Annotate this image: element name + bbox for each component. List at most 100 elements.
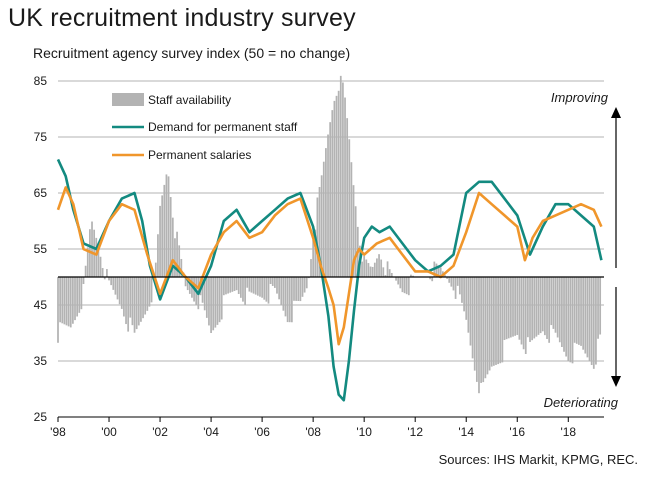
staff-availability-bar [220,277,223,320]
staff-availability-bar [335,95,338,277]
staff-availability-bar [352,185,355,277]
staff-availability-bar [231,277,234,292]
staff-availability-bar [524,277,527,354]
staff-availability-bar [235,277,238,291]
staff-availability-bar [378,254,380,277]
staff-availability-bar [263,277,266,300]
staff-availability-bar [305,277,308,289]
x-tick-label: '00 [101,425,117,439]
staff-availability-bar [157,234,159,277]
staff-availability-bar [229,277,232,293]
staff-availability-bar [133,277,136,333]
staff-availability-bar [390,272,393,277]
staff-availability-bar [176,231,178,277]
staff-availability-bar [331,110,334,278]
staff-availability-bar [248,277,251,292]
staff-availability-bar [178,245,181,277]
staff-availability-bar [471,277,474,359]
staff-availability-bar [448,277,451,283]
staff-availability-bar [114,277,117,295]
staff-availability-bar [137,277,140,326]
staff-availability-bar [550,277,553,326]
staff-availability-bar [276,277,278,294]
source-note: Sources: IHS Markit, KPMG, REC. [438,452,638,467]
staff-availability-bar [578,277,580,345]
y-tick-label: 45 [34,298,48,312]
y-tick-label: 55 [34,242,48,256]
staff-availability-bar [554,277,557,333]
staff-availability-bar [558,277,561,343]
staff-availability-bar [140,277,142,322]
staff-availability-bar [403,277,406,294]
staff-availability-bar [480,277,482,383]
staff-availability-bar [180,258,183,277]
legend-swatch-bar [112,93,144,106]
staff-availability-bar [161,195,164,277]
staff-availability-bar [588,277,591,362]
staff-availability-bar [386,261,389,277]
staff-availability-bar [69,277,72,328]
staff-availability-bar [80,277,83,310]
staff-availability-bar [188,277,191,294]
staff-availability-bar [363,256,366,277]
staff-availability-bar [171,217,174,277]
staff-availability-bar [469,277,472,346]
staff-availability-bar [291,277,293,323]
y-tick-label: 35 [34,354,48,368]
series-lines [56,158,603,402]
staff-availability-bar [222,277,225,296]
staff-availability-bar [242,277,244,302]
staff-availability-bar [214,277,217,328]
staff-availability-bar [320,175,323,277]
staff-availability-bar [159,205,161,277]
staff-availability-bar [354,206,357,277]
staff-availability-bar [329,122,332,277]
legend: Staff availability Demand for permanent s… [112,93,298,162]
x-tick-label: '04 [203,425,219,439]
staff-availability-bar [371,266,374,277]
x-tick-label: '16 [509,425,525,439]
staff-availability-bar [473,277,476,371]
staff-availability-bar [582,277,585,350]
staff-availability-bar [227,277,229,294]
staff-availability-bar [571,277,574,364]
staff-availability-bar [437,265,440,277]
y-tick-label: 65 [34,186,48,200]
staff-availability-bar [110,277,113,286]
staff-availability-bar [539,277,542,334]
staff-availability-bar [65,277,68,326]
staff-availability-bar [597,277,599,339]
staff-availability-bar [218,277,221,323]
staff-availability-bar [201,277,204,303]
staff-availability-bar [316,197,319,277]
staff-availability-bar [186,277,189,291]
staff-availability-bar [529,277,531,342]
staff-availability-bar [407,277,410,296]
staff-availability-bar [516,277,519,335]
staff-availability-bar [439,267,442,277]
staff-availability-bar [299,277,302,302]
staff-availability-bar [376,258,378,277]
staff-availability-bar [595,277,597,365]
staff-availability-bar [382,267,385,277]
staff-availability-bar [486,277,489,375]
staff-availability-bar [67,277,70,327]
staff-availability-bar [435,263,438,277]
permanent-salariesline [56,186,603,346]
staff-availability-bar [531,277,534,341]
staff-availability-bar [461,277,463,303]
staff-availability-bar [129,277,132,318]
x-tick-label: '14 [458,425,474,439]
staff-availability-bar [488,277,491,371]
staff-availability-bar [373,262,376,277]
staff-availability-bar [452,277,455,291]
staff-availability-bar [533,277,536,339]
staff-availability-bar [337,90,340,277]
staff-availability-bar [492,277,495,366]
staff-availability-bar [103,277,106,280]
staff-availability-bar [237,277,240,294]
staff-availability-bar [57,277,59,343]
staff-availability-bar [312,240,315,277]
staff-availability-bar [527,277,529,338]
